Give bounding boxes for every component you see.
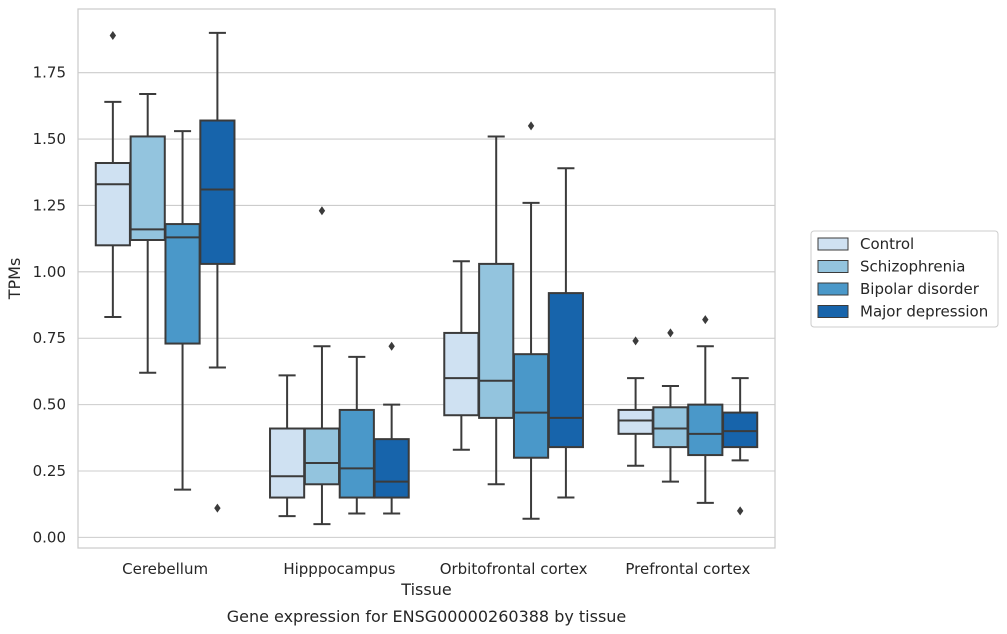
x-tick-label: Cerebellum bbox=[122, 560, 208, 578]
box-plot-series bbox=[94, 31, 759, 526]
box-bipolar-disorder bbox=[687, 315, 724, 504]
box-bipolar-disorder bbox=[512, 121, 550, 520]
iqr-box bbox=[94, 162, 131, 247]
iqr-box bbox=[199, 119, 236, 265]
y-tick-labels: 0.00 0.25 0.50 0.75 1.00 1.25 1.50 1.75 bbox=[33, 64, 66, 547]
plot-frame bbox=[77, 8, 776, 549]
legend-swatch bbox=[817, 282, 849, 296]
iqr-box bbox=[512, 353, 550, 459]
x-tick-label: Prefrontal cortex bbox=[625, 560, 750, 578]
iqr-box bbox=[443, 331, 480, 417]
iqr-box bbox=[722, 411, 759, 449]
iqr-box bbox=[478, 262, 515, 419]
box-major-depression bbox=[547, 167, 584, 499]
x-axis-label: Tissue bbox=[400, 580, 451, 599]
box-major-depression bbox=[199, 31, 236, 513]
outlier-point bbox=[702, 315, 709, 325]
iqr-box bbox=[164, 223, 201, 345]
y-tick-label: 0.00 bbox=[33, 528, 66, 546]
outlier-point bbox=[318, 206, 326, 216]
legend-label: Control bbox=[860, 235, 914, 253]
x-tick-label: Hipppocampus bbox=[283, 560, 395, 578]
x-tick-labels: Cerebellum Hipppocampus Orbitofrontal cort… bbox=[122, 560, 750, 578]
iqr-box bbox=[303, 427, 341, 486]
outlier-point bbox=[527, 121, 535, 131]
box-control bbox=[443, 260, 480, 451]
y-tick-label: 1.75 bbox=[33, 64, 66, 82]
y-tick-label: 1.25 bbox=[33, 196, 66, 214]
legend-label: Bipolar disorder bbox=[860, 280, 980, 298]
outlier-point bbox=[667, 328, 674, 338]
legend-swatch bbox=[817, 305, 849, 318]
box-major-depression bbox=[722, 377, 759, 516]
y-tick-label: 1.50 bbox=[33, 130, 66, 148]
iqr-box bbox=[547, 292, 584, 449]
y-tick-label: 0.50 bbox=[33, 396, 66, 414]
legend: Control Schizophrenia Bipolar disorder Majo… bbox=[810, 230, 999, 328]
box-control bbox=[94, 31, 131, 318]
box-control bbox=[617, 336, 654, 467]
box-control bbox=[269, 374, 306, 518]
legend-label: Major depression bbox=[860, 303, 988, 321]
outlier-point bbox=[736, 506, 744, 516]
iqr-box bbox=[338, 408, 375, 499]
box-major-depression bbox=[373, 341, 410, 515]
x-tick-label: Orbitofrontal cortex bbox=[440, 560, 588, 578]
box-bipolar-disorder bbox=[338, 355, 375, 515]
outlier-point bbox=[632, 336, 639, 346]
iqr-box bbox=[373, 438, 410, 499]
box-schizophrenia bbox=[129, 92, 166, 374]
box-schizophrenia bbox=[478, 135, 515, 486]
box-schizophrenia bbox=[652, 328, 689, 483]
chart-caption: Gene expression for ENSG00000260388 by t… bbox=[227, 607, 627, 626]
iqr-box bbox=[269, 427, 306, 499]
iqr-box bbox=[129, 135, 166, 241]
y-tick-label: 0.75 bbox=[33, 329, 66, 347]
iqr-box bbox=[687, 403, 724, 457]
iqr-box bbox=[652, 406, 689, 449]
box-bipolar-disorder bbox=[164, 130, 201, 491]
outlier-point bbox=[109, 31, 117, 41]
outlier-point bbox=[214, 503, 221, 513]
y-axis-label: TPMs bbox=[5, 258, 24, 301]
legend-swatch bbox=[817, 260, 849, 273]
box-schizophrenia bbox=[303, 206, 341, 526]
y-tick-label: 1.00 bbox=[33, 263, 66, 281]
legend-swatch bbox=[817, 237, 849, 251]
legend-label: Schizophrenia bbox=[860, 258, 965, 276]
outlier-point bbox=[388, 341, 395, 351]
legend-frame bbox=[810, 230, 999, 328]
y-tick-label: 0.25 bbox=[33, 462, 66, 480]
iqr-box bbox=[617, 408, 654, 435]
